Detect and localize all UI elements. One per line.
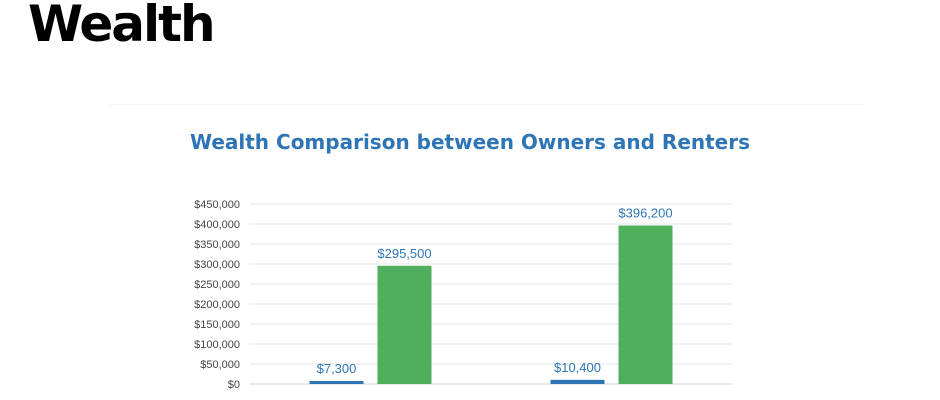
y-tick-label: $0 xyxy=(228,379,240,391)
data-label: $396,200 xyxy=(618,206,672,221)
y-tick-label: $350,000 xyxy=(194,239,240,251)
data-label: $295,500 xyxy=(377,246,431,261)
divider xyxy=(110,104,864,105)
y-tick-label: $50,000 xyxy=(200,359,240,371)
y-tick-label: $100,000 xyxy=(194,339,240,351)
data-label: $10,400 xyxy=(554,360,601,375)
bar xyxy=(550,379,605,384)
y-tick-label: $400,000 xyxy=(194,219,240,231)
bar xyxy=(309,381,364,384)
y-tick-label: $450,000 xyxy=(194,199,240,211)
y-tick-label: $150,000 xyxy=(194,319,240,331)
data-label: $7,300 xyxy=(317,361,357,376)
y-tick-label: $200,000 xyxy=(194,299,240,311)
bar xyxy=(618,225,673,384)
page-heading: Wealth xyxy=(28,0,216,53)
y-tick-label: $300,000 xyxy=(194,259,240,271)
y-tick-label: $250,000 xyxy=(194,279,240,291)
bar xyxy=(377,265,432,384)
chart-title: Wealth Comparison between Owners and Ren… xyxy=(189,130,751,154)
